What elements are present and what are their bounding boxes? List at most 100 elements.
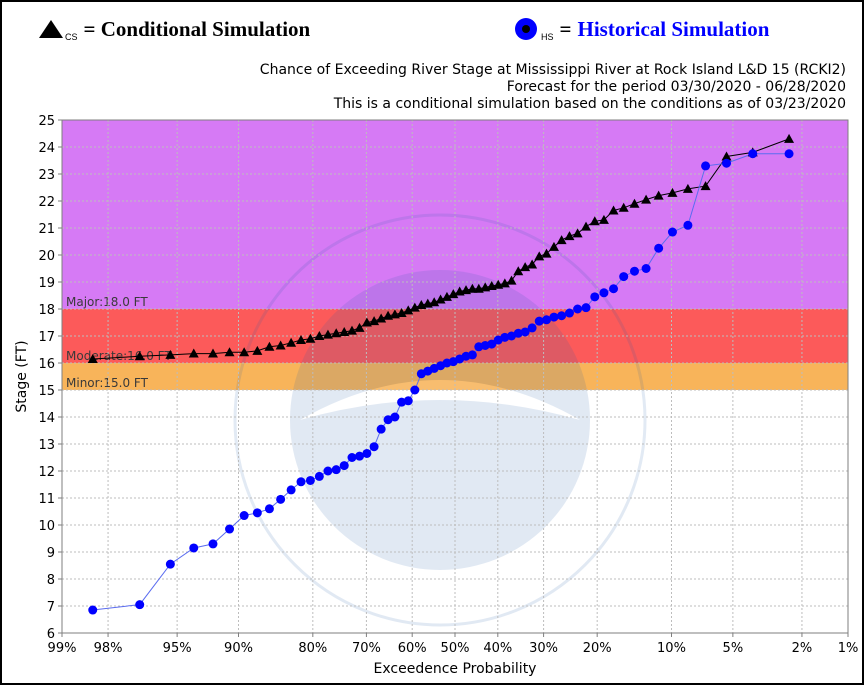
hs-point xyxy=(557,311,567,321)
hs-point xyxy=(339,461,349,471)
cs-point xyxy=(572,228,583,238)
x-tick-label: 80% xyxy=(298,641,327,656)
cs-point xyxy=(641,194,652,204)
y-tick-label: 15 xyxy=(38,384,55,399)
cs-point xyxy=(239,347,250,357)
hs-point xyxy=(135,600,145,610)
x-tick-label: 10% xyxy=(657,641,686,656)
cs-point xyxy=(441,291,452,301)
x-tick-label: 90% xyxy=(224,641,253,656)
hs-point xyxy=(403,396,413,406)
cs-point xyxy=(369,316,380,326)
legend-conditional-simulation: CS = Conditional Simulation xyxy=(38,12,310,46)
cs-point xyxy=(322,329,333,339)
cs-point xyxy=(467,283,478,293)
flood-band-label-major: Major:18.0 FT xyxy=(66,295,148,309)
hs-point xyxy=(189,543,199,553)
hs-point xyxy=(619,272,629,282)
hs-point xyxy=(347,453,357,462)
y-tick-label: 23 xyxy=(38,168,55,183)
cs-point xyxy=(87,353,98,363)
cs-point xyxy=(361,317,372,327)
cs-point xyxy=(346,325,357,335)
y-tick-label: 8 xyxy=(47,573,55,588)
cs-point xyxy=(224,347,235,357)
y-tick-label: 16 xyxy=(38,357,55,372)
x-tick-label: 99% xyxy=(48,641,77,656)
hs-point xyxy=(296,477,306,487)
y-tick-label: 7 xyxy=(47,600,55,615)
cs-point xyxy=(448,289,459,299)
y-axis-label: Stage (FT) xyxy=(14,340,30,412)
cs-point xyxy=(376,313,387,323)
y-tick-label: 12 xyxy=(38,465,55,480)
cs-point xyxy=(653,190,664,200)
cs-point xyxy=(527,259,538,269)
cs-point xyxy=(499,278,510,288)
hs-point xyxy=(609,284,619,294)
x-tick-label: 20% xyxy=(583,641,612,656)
hs-point xyxy=(323,466,333,476)
cs-point xyxy=(435,294,446,304)
blue-circle-icon xyxy=(515,18,537,40)
y-tick-label: 22 xyxy=(38,195,55,210)
hs-point xyxy=(165,559,175,569)
hs-point xyxy=(88,605,98,615)
x-tick-label: 5% xyxy=(723,641,744,656)
cs-point xyxy=(339,326,350,336)
hs-point xyxy=(390,412,400,422)
hs-point xyxy=(467,350,477,360)
y-tick-label: 24 xyxy=(38,141,55,156)
hs-point xyxy=(590,292,600,302)
cs-point xyxy=(556,235,567,245)
x-tick-label: 98% xyxy=(94,641,123,656)
chart-title: Chance of Exceeding River Stage at Missi… xyxy=(259,62,846,78)
cs-point xyxy=(589,216,600,226)
legend-hs-label: Historical Simulation xyxy=(577,16,770,41)
hs-point xyxy=(513,328,523,338)
hs-point xyxy=(369,442,379,452)
y-tick-label: 6 xyxy=(47,627,55,642)
y-tick-label: 25 xyxy=(38,114,55,129)
chart-subtitle-period: Forecast for the period 03/30/2020 - 06/… xyxy=(506,79,846,95)
x-tick-label: 2% xyxy=(792,641,813,656)
cs-point xyxy=(784,133,795,143)
cs-point xyxy=(618,202,629,212)
cs-point xyxy=(275,340,286,350)
hs-point xyxy=(527,323,537,333)
legend-hs-subscript: HS xyxy=(541,32,554,42)
x-axis-label: Exceedence Probability xyxy=(374,661,537,677)
cs-point xyxy=(534,251,545,261)
hs-point xyxy=(722,158,732,168)
y-tick-label: 14 xyxy=(38,411,55,426)
cs-point xyxy=(305,333,316,343)
cs-point xyxy=(331,328,342,338)
cs-point xyxy=(314,331,325,340)
hs-point xyxy=(701,161,711,171)
hs-point xyxy=(305,475,315,485)
hs-point xyxy=(549,312,559,322)
hs-point xyxy=(542,315,552,325)
y-tick-label: 18 xyxy=(38,303,55,318)
hs-point xyxy=(573,304,583,314)
cs-point xyxy=(208,348,219,358)
cs-point xyxy=(396,308,407,318)
hs-point xyxy=(784,149,794,159)
cs-point xyxy=(520,262,531,272)
hs-point xyxy=(507,331,517,341)
y-tick-label: 21 xyxy=(38,222,55,237)
cs-point xyxy=(429,297,440,307)
cs-point xyxy=(296,335,307,345)
hs-point xyxy=(331,465,341,475)
hs-point xyxy=(500,332,510,342)
legend-historical-simulation: HS = Historical Simulation xyxy=(512,12,769,46)
hs-point xyxy=(683,220,693,230)
hs-point xyxy=(599,288,609,298)
legend-hs-equals: = xyxy=(559,16,572,41)
cs-point xyxy=(188,348,199,358)
x-tick-label: 30% xyxy=(529,641,558,656)
hs-point xyxy=(252,508,262,518)
hs-point xyxy=(225,524,235,534)
hs-point xyxy=(629,266,639,276)
